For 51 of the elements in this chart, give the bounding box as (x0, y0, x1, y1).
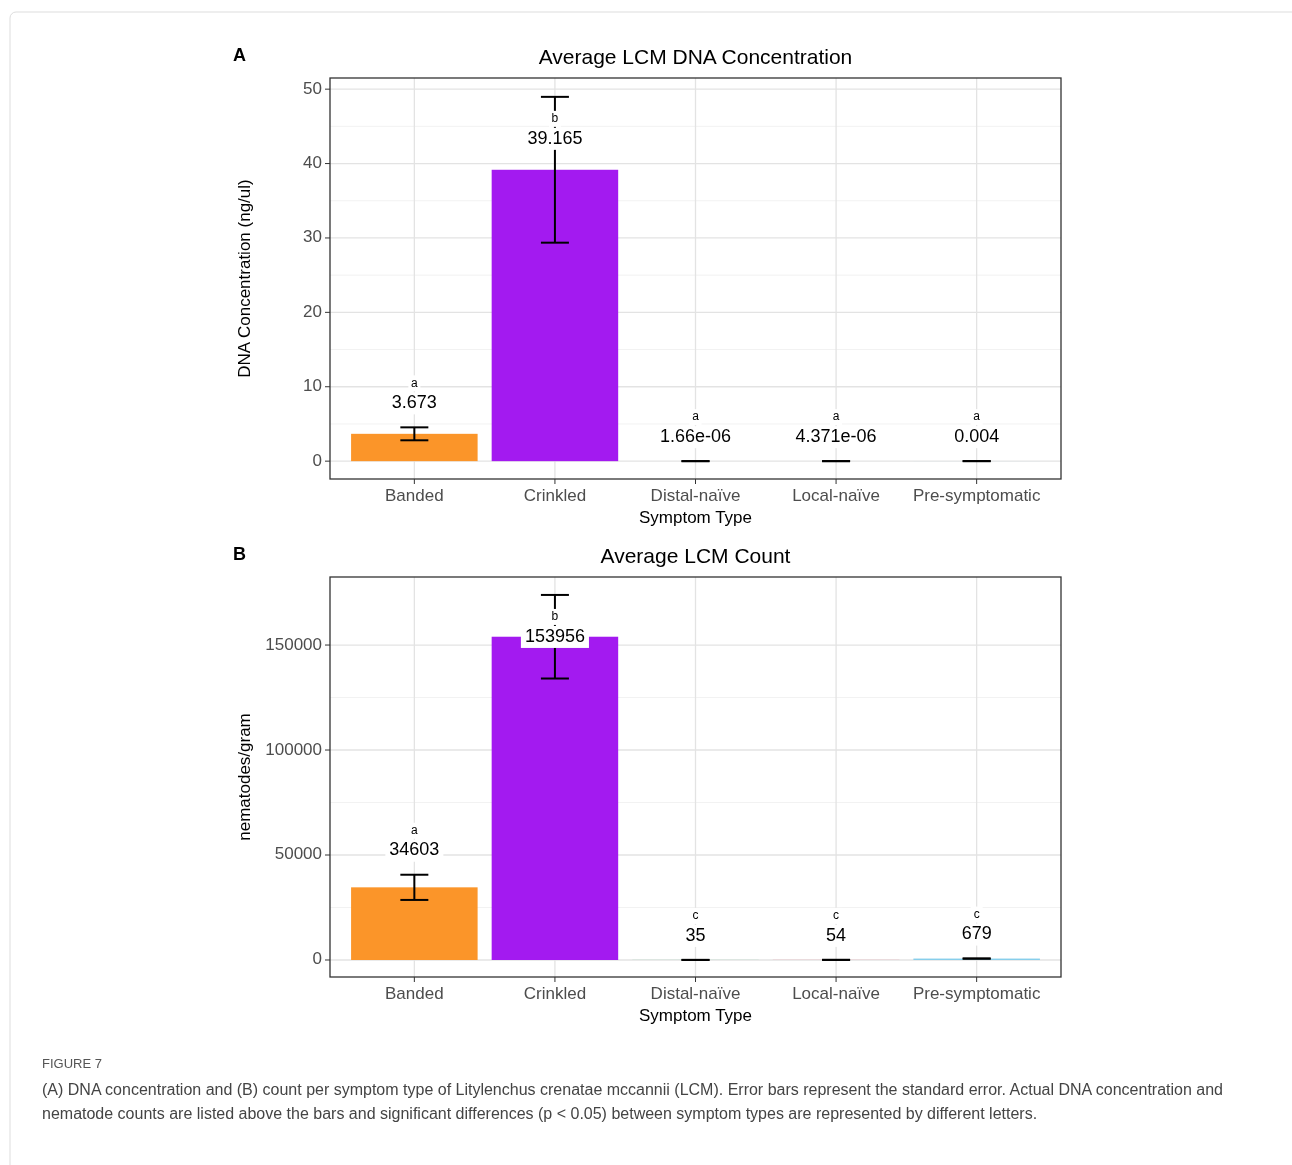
y-tick-label: 150000 (265, 634, 322, 654)
data-label: 34603 (389, 839, 440, 860)
x-tick-label: Distal-naïve (650, 486, 741, 505)
x-axis-title: Symptom Type (638, 1006, 753, 1025)
y-tick-label: 40 (303, 153, 322, 173)
y-axis-title: nematodes/gram (235, 713, 254, 841)
data-label: 39.165 (527, 127, 583, 148)
data-label: 153956 (524, 625, 585, 646)
y-tick-label: 50000 (274, 844, 322, 864)
data-label: 3.673 (391, 392, 437, 413)
x-tick-label: Local-naïve (792, 486, 881, 505)
y-tick-label: 50 (303, 78, 322, 98)
text: (A) DNA concentration and (B) count per symptom type of Litylenchus crenatae mccannii (LCM). Error bars represent the standard error. Actual DNA concentration and nematode counts are listed above the bars and significant differences (p < 0.05) between symptom types are represented by different letters. (42, 1081, 1223, 1122)
annotation: a (832, 409, 840, 424)
caption: FIGURE 7 (42, 1056, 102, 1071)
y-tick-label: 30 (303, 227, 322, 247)
y-tick-label: 0 (312, 949, 322, 969)
y-tick-label: 10 (303, 376, 322, 396)
x-tick-label: Crinkled (523, 486, 587, 505)
annotation: c (973, 906, 980, 921)
annotation: c (833, 908, 840, 923)
data-label: 54 (826, 924, 847, 945)
annotation: b (551, 111, 559, 126)
data-label: 679 (961, 923, 992, 944)
annotation: a (692, 409, 700, 424)
annotation: a (411, 822, 418, 837)
x-tick-label: Pre-symptomatic (912, 984, 1041, 1003)
data-label: 1.66e-06 (659, 425, 732, 446)
x-tick-label: Banded (385, 984, 444, 1003)
y-tick-label: 100000 (265, 739, 322, 759)
text: A (233, 45, 246, 65)
x-tick-label: Local-naïve (792, 984, 881, 1003)
x-tick-label: Pre-symptomatic (912, 486, 1041, 505)
y-axis-title: DNA Concentration (ng/ul) (235, 179, 254, 378)
chart-title: Average LCM Count (600, 544, 791, 567)
y-tick-label: 0 (312, 450, 322, 470)
annotation: a (411, 375, 418, 390)
x-tick-label: Banded (385, 486, 444, 505)
x-tick-label: Crinkled (523, 984, 587, 1003)
x-tick-label: Distal-naïve (650, 984, 741, 1003)
annotation: c (692, 908, 699, 923)
text: B (233, 544, 246, 564)
annotation: b (551, 609, 559, 624)
y-tick-label: 20 (303, 301, 322, 321)
data-label: 35 (685, 924, 706, 945)
data-label: 0.004 (954, 425, 1000, 446)
bar (351, 887, 478, 960)
x-axis-title: Symptom Type (638, 508, 753, 527)
chart-title: Average LCM DNA Concentration (538, 45, 853, 68)
data-label: 4.371e-06 (795, 425, 877, 446)
annotation: a (973, 409, 981, 424)
